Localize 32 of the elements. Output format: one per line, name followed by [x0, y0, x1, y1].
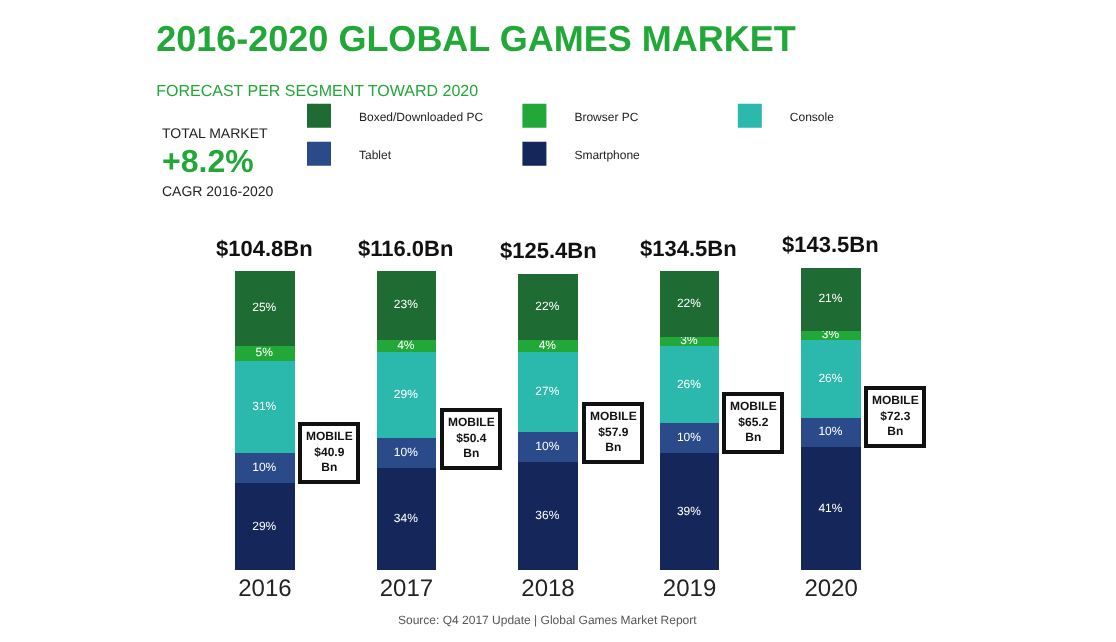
bar: [801, 447, 861, 570]
bar: [235, 483, 295, 570]
bar: [376, 271, 437, 340]
bar: [801, 339, 861, 418]
bar: [659, 453, 720, 570]
bar: [659, 345, 720, 424]
bar: [376, 438, 437, 469]
bar: [376, 351, 437, 439]
annotation: $116.0Bn: [358, 238, 454, 262]
bar: [518, 273, 578, 340]
bar: [235, 360, 295, 454]
x-tick-label: 2020: [804, 574, 859, 602]
annotation: $104.8Bn: [216, 238, 314, 262]
annotation: $125.4Bn: [500, 240, 598, 264]
bar: [801, 268, 861, 331]
x-tick-label: 2018: [521, 574, 576, 602]
x-tick-label: 2019: [662, 574, 717, 602]
bar: [235, 271, 295, 346]
annotation: $134.5Bn: [640, 238, 738, 262]
bar: [376, 468, 437, 570]
chart-title: 2016-2020 GLOBAL GAMES MARKET: [156, 18, 796, 59]
x-tick-label: 2017: [379, 574, 434, 602]
bar: [801, 417, 861, 448]
x-tick-label: 2016: [238, 574, 293, 602]
bar: [659, 271, 720, 337]
bar: [235, 453, 295, 484]
bar: [518, 351, 578, 433]
bar: [518, 432, 578, 463]
chart-subtitle: FORECAST PER SEGMENT TOWARD 2020: [156, 81, 480, 100]
annotation: $143.5Bn: [782, 234, 880, 258]
bar: [518, 462, 578, 570]
text: +8.2%: [162, 146, 254, 180]
